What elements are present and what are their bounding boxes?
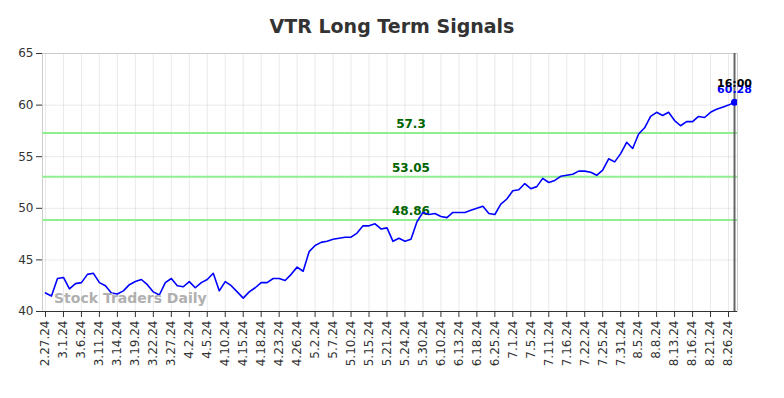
svg-text:8.5.24: 8.5.24 (631, 321, 645, 359)
svg-text:6.10.24: 6.10.24 (434, 321, 448, 367)
svg-text:7.5.24: 7.5.24 (524, 321, 538, 359)
html-text:Stock Traders Daily: Stock Traders Daily (54, 290, 207, 306)
svg-text:7.1.24: 7.1.24 (506, 321, 520, 359)
svg-text:3.19.24: 3.19.24 (128, 321, 142, 367)
svg-text:4.10.24: 4.10.24 (218, 321, 232, 367)
svg-text:2.27.24: 2.27.24 (38, 321, 52, 367)
svg-text:3.6.24: 3.6.24 (74, 321, 88, 359)
svg-text:5.10.24: 5.10.24 (344, 321, 358, 367)
svg-text:7.16.24: 7.16.24 (560, 321, 574, 367)
svg-text:3.11.24: 3.11.24 (92, 321, 106, 367)
svg-text:4.15.24: 4.15.24 (236, 321, 250, 367)
svg-text:7.25.24: 7.25.24 (596, 321, 610, 367)
svg-text:48.86: 48.86 (392, 204, 430, 218)
svg-text:16:00: 16:00 (717, 77, 752, 90)
svg-text:7.11.24: 7.11.24 (542, 321, 556, 367)
svg-text:5.30.24: 5.30.24 (416, 321, 430, 367)
svg-text:45: 45 (18, 253, 33, 267)
svg-text:6.13.24: 6.13.24 (452, 321, 466, 367)
svg-text:55: 55 (18, 150, 33, 164)
svg-text:5.21.24: 5.21.24 (380, 321, 394, 367)
svg-text:8.13.24: 8.13.24 (667, 321, 681, 367)
svg-text:3.14.24: 3.14.24 (110, 321, 124, 367)
svg-text:4.2.24: 4.2.24 (182, 321, 196, 359)
svg-text:4.26.24: 4.26.24 (290, 321, 304, 367)
svg-text:8.26.24: 8.26.24 (721, 321, 735, 367)
svg-text:53.05: 53.05 (392, 161, 430, 175)
svg-text:4.23.24: 4.23.24 (272, 321, 286, 367)
svg-text:4.18.24: 4.18.24 (254, 321, 268, 367)
svg-text:3.27.24: 3.27.24 (164, 321, 178, 367)
svg-text:5.2.24: 5.2.24 (308, 321, 322, 359)
svg-text:5.24.24: 5.24.24 (398, 321, 412, 367)
svg-text:8.21.24: 8.21.24 (703, 321, 717, 367)
svg-text:6.18.24: 6.18.24 (470, 321, 484, 367)
svg-text:7.31.24: 7.31.24 (614, 321, 628, 367)
svg-text:65: 65 (18, 46, 33, 60)
svg-text:60: 60 (18, 98, 33, 112)
svg-text:8.8.24: 8.8.24 (649, 321, 663, 359)
svg-text:3.22.24: 3.22.24 (146, 321, 160, 367)
svg-text:40: 40 (18, 304, 33, 318)
svg-text:4.5.24: 4.5.24 (200, 321, 214, 359)
svg-text:57.3: 57.3 (396, 117, 426, 131)
svg-text:50: 50 (18, 201, 33, 215)
svg-text:5.15.24: 5.15.24 (362, 321, 376, 367)
svg-text:3.1.24: 3.1.24 (56, 321, 70, 359)
html-text:VTR Long Term Signals: VTR Long Term Signals (269, 15, 515, 37)
svg-text:5.7.24: 5.7.24 (326, 321, 340, 359)
svg-text:6.25.24: 6.25.24 (488, 321, 502, 367)
svg-text:8.16.24: 8.16.24 (685, 321, 699, 367)
svg-text:7.22.24: 7.22.24 (578, 321, 592, 367)
